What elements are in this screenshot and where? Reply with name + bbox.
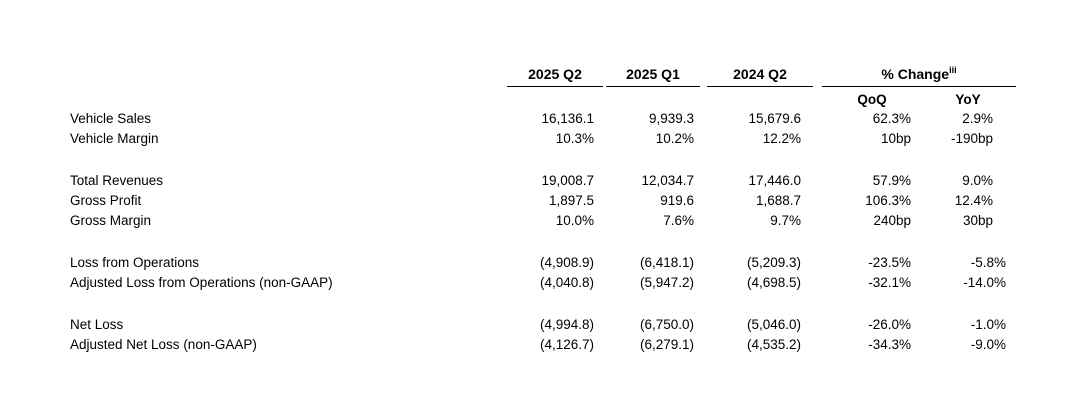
value-2025-q1: 10.2%	[655, 131, 694, 146]
value-2024-q2: 1,688.7	[755, 193, 801, 208]
row-label: Loss from Operations	[70, 255, 200, 270]
value-2025-q1: 9,939.3	[648, 111, 694, 126]
footnote-marker: iii	[949, 65, 957, 75]
row-label: Net Loss	[70, 317, 124, 332]
value-2025-q2: 1,897.5	[548, 193, 594, 208]
value-2025-q2: (4,040.8)	[539, 275, 594, 290]
header-2025-q2: 2025 Q2	[528, 66, 582, 82]
subheader-yoy: YoY	[955, 92, 981, 107]
value-2025-q2: (4,908.9)	[539, 255, 594, 270]
value-2025-q1: (5,947.2)	[639, 275, 694, 290]
value-2025-q2: (4,994.8)	[539, 317, 594, 332]
value-2025-q1: (6,750.0)	[639, 317, 694, 332]
value-2025-q2: 19,008.7	[541, 173, 594, 188]
value-2024-q2: (5,209.3)	[746, 255, 801, 270]
value-qoq: 57.9%	[872, 173, 911, 188]
value-2024-q2: 17,446.0	[748, 173, 801, 188]
value-2025-q1: (6,418.1)	[639, 255, 694, 270]
subheader-qoq: QoQ	[857, 92, 887, 107]
value-yoy: -9.0%	[970, 337, 1006, 352]
value-yoy: -1.0%	[970, 317, 1006, 332]
value-yoy: -5.8%	[970, 255, 1006, 270]
value-2025-q2: 16,136.1	[541, 111, 594, 126]
value-2025-q1: 12,034.7	[641, 173, 694, 188]
value-yoy: 30bp	[962, 213, 993, 228]
value-qoq: 240bp	[873, 213, 911, 228]
row-label: Adjusted Net Loss (non-GAAP)	[70, 337, 257, 352]
value-qoq: -23.5%	[868, 255, 911, 270]
value-qoq: 62.3%	[872, 111, 911, 126]
row-label: Vehicle Margin	[70, 131, 159, 146]
value-yoy: 9.0%	[962, 173, 993, 188]
value-qoq: -26.0%	[868, 317, 911, 332]
row-label: Gross Profit	[70, 193, 142, 208]
value-2024-q2: 9.7%	[770, 213, 801, 228]
value-2025-q1: 7.6%	[663, 213, 694, 228]
row-adjusted-net-loss: Adjusted Net Loss (non-GAAP) (4,126.7) (…	[0, 336, 1080, 354]
header-percent-change-label: % Change	[881, 66, 950, 82]
value-2024-q2: 12.2%	[762, 131, 801, 146]
header-rule-2025-q1	[606, 86, 700, 87]
row-label: Vehicle Sales	[70, 111, 152, 126]
header-2025-q1: 2025 Q1	[626, 66, 680, 82]
value-2025-q2: 10.3%	[555, 131, 594, 146]
row-label: Adjusted Loss from Operations (non-GAAP)	[70, 275, 333, 290]
row-total-revenues: Total Revenues 19,008.7 12,034.7 17,446.…	[0, 172, 1080, 190]
value-yoy: 2.9%	[962, 111, 993, 126]
value-yoy: 12.4%	[954, 193, 993, 208]
value-2025-q2: 10.0%	[555, 213, 594, 228]
value-2025-q2: (4,126.7)	[539, 337, 594, 352]
row-loss-from-operations: Loss from Operations (4,908.9) (6,418.1)…	[0, 254, 1080, 272]
row-vehicle-margin: Vehicle Margin 10.3% 10.2% 12.2% 10bp -1…	[0, 130, 1080, 148]
value-2024-q2: 15,679.6	[748, 111, 801, 126]
value-qoq: -32.1%	[868, 275, 911, 290]
row-gross-margin: Gross Margin 10.0% 7.6% 9.7% 240bp 30bp	[0, 212, 1080, 230]
value-qoq: -34.3%	[868, 337, 911, 352]
row-net-loss: Net Loss (4,994.8) (6,750.0) (5,046.0) -…	[0, 316, 1080, 334]
value-2024-q2: (4,698.5)	[746, 275, 801, 290]
value-yoy: -190bp	[950, 131, 993, 146]
header-rule-percent-change	[822, 86, 1016, 87]
header-2024-q2: 2024 Q2	[733, 66, 787, 82]
row-label: Gross Margin	[70, 213, 152, 228]
value-qoq: 106.3%	[865, 193, 911, 208]
header-rule-2024-q2	[707, 86, 813, 87]
value-2025-q1: (6,279.1)	[639, 337, 694, 352]
value-yoy: -14.0%	[963, 275, 1006, 290]
header-rule-2025-q2	[507, 86, 603, 87]
value-qoq: 10bp	[880, 131, 911, 146]
row-adjusted-loss-from-operations: Adjusted Loss from Operations (non-GAAP)…	[0, 274, 1080, 292]
row-gross-profit: Gross Profit 1,897.5 919.6 1,688.7 106.3…	[0, 192, 1080, 210]
value-2025-q1: 919.6	[660, 193, 694, 208]
row-label: Total Revenues	[70, 173, 164, 188]
row-vehicle-sales: Vehicle Sales 16,136.1 9,939.3 15,679.6 …	[0, 110, 1080, 128]
header-percent-change: % Changeiii	[822, 65, 1016, 83]
value-2024-q2: (5,046.0)	[746, 317, 801, 332]
value-2024-q2: (4,535.2)	[746, 337, 801, 352]
